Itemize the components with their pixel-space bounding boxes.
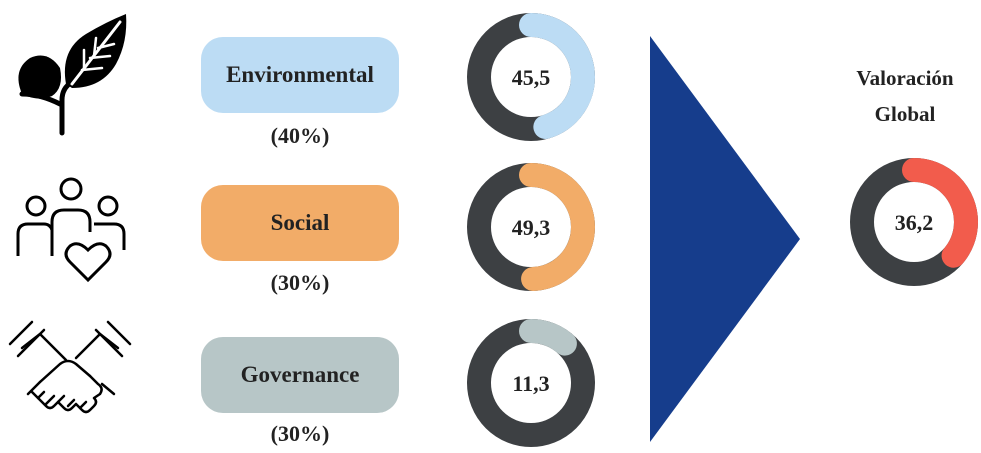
- donut-score: 36,2: [895, 210, 934, 235]
- donut-governance: 11,3: [467, 319, 595, 447]
- weight-label-social: (30%): [270, 270, 330, 295]
- handshake-icon: [8, 320, 132, 414]
- donut-progress-arc: [467, 13, 595, 141]
- weight-label-governance: (30%): [270, 421, 330, 446]
- global-title-line1: Valoración: [856, 66, 954, 90]
- donut-environmental: 45,5: [467, 13, 595, 141]
- global-title: Valoración Global: [830, 60, 980, 132]
- people-heart-icon: [16, 177, 126, 283]
- donut-progress-arc: [467, 163, 595, 291]
- donut-progress-arc: [850, 158, 978, 286]
- arrow-shape: [650, 36, 800, 442]
- category-pill-social: Social: [201, 185, 399, 261]
- donut-score: 11,3: [512, 371, 549, 396]
- category-pill-environmental: Environmental: [201, 37, 399, 113]
- arrow-right-icon: [650, 36, 800, 442]
- donut-social: 49,3: [467, 163, 595, 291]
- donut-global: 36,2: [850, 158, 978, 286]
- category-pill-governance: Governance: [201, 337, 399, 413]
- donut-score: 45,5: [512, 65, 551, 90]
- global-title-line2: Global: [874, 102, 936, 126]
- leaf-icon: [18, 14, 127, 136]
- donut-score: 49,3: [512, 215, 551, 240]
- donut-progress-arc: [467, 319, 595, 447]
- weight-label-environmental: (40%): [270, 123, 330, 148]
